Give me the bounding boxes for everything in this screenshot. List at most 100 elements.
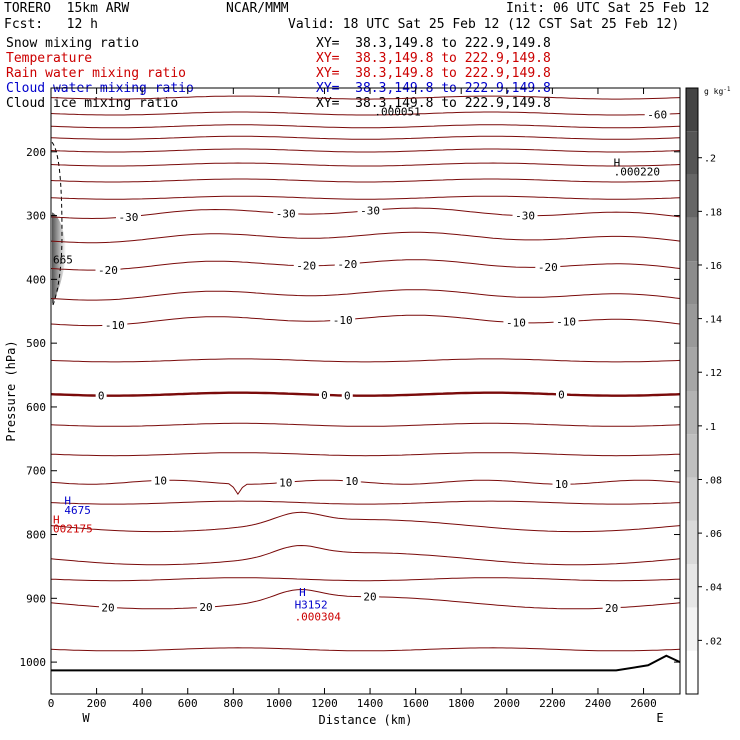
temperature-contour — [50, 500, 681, 505]
contour-label-bg — [342, 475, 361, 488]
contour-label-bg — [102, 318, 128, 331]
extremum-label: H3152 — [295, 599, 328, 612]
x-tick-label: 2200 — [539, 697, 566, 710]
snow-shading — [52, 212, 66, 305]
y-tick-label: 700 — [26, 465, 46, 478]
extremum-label: .000220 — [614, 165, 660, 178]
temperature-contour — [50, 391, 681, 397]
temperature-contour — [50, 135, 681, 140]
contour-label-bg — [602, 601, 621, 614]
legend-cloudice-xy: XY= 38.3,149.8 to 222.9,149.8 — [316, 96, 551, 111]
colorbar-swatch — [686, 477, 698, 521]
contour-label-bg — [115, 210, 141, 223]
x-tick-label: 1000 — [266, 697, 293, 710]
x-tick-label: 2000 — [494, 697, 521, 710]
contour-label: 0 — [98, 390, 105, 403]
x-end-right-label: E — [656, 711, 663, 725]
colorbar-swatch — [686, 174, 698, 218]
temperature-contour — [50, 124, 681, 129]
colorbar-swatch — [686, 217, 698, 262]
contour-label: -20 — [296, 260, 316, 273]
colorbar-tick-label: .02 — [704, 636, 722, 647]
contour-label-bg — [644, 108, 670, 121]
contour-label-bg — [512, 209, 538, 222]
legend-rain-label: Rain water mixing ratio — [6, 66, 187, 81]
contour-label-bg — [95, 263, 121, 276]
org-label: NCAR/MMM — [226, 1, 289, 16]
temperature-contour — [50, 647, 681, 652]
terrain-line — [51, 654, 681, 672]
y-tick-label: 800 — [26, 529, 46, 542]
extremum-label: H — [53, 514, 60, 527]
extremum-label: .000051 — [374, 105, 420, 118]
contour-label-bg — [361, 590, 380, 603]
colorbar-swatch — [686, 88, 698, 132]
colorbar-swatch — [686, 131, 698, 175]
contour-label-bg — [357, 204, 383, 217]
contour-label: -30 — [515, 210, 535, 223]
contour-label: 10 — [555, 478, 568, 491]
contour-label: 10 — [279, 476, 292, 489]
legend-temperature-xy: XY= 38.3,149.8 to 222.9,149.8 — [316, 51, 551, 66]
extremum-label: 665 — [53, 253, 73, 266]
temperature-contour — [50, 259, 681, 271]
colorbar-swatch — [686, 434, 698, 478]
contour-label-bg — [341, 389, 353, 402]
colorbar-tick-label: .2 — [704, 154, 716, 165]
temperature-contour — [50, 577, 681, 582]
colorbar-tick-label: .04 — [704, 583, 722, 594]
contour-label: 10 — [154, 474, 167, 487]
x-end-left-label: W — [82, 711, 90, 725]
temperature-contour — [50, 111, 681, 116]
extremum-label: H — [64, 495, 71, 508]
colorbar-swatch — [686, 520, 698, 565]
temperature-contour — [50, 231, 681, 244]
extremum-label: 4675 — [64, 504, 91, 517]
temperature-contour — [50, 452, 681, 457]
legend-snow-label: Snow mixing ratio — [6, 36, 140, 51]
contour-label: -30 — [360, 204, 380, 217]
contour-label-bg — [293, 259, 319, 272]
colorbar-tick-label: .12 — [704, 368, 722, 379]
legend-snow-xy: XY= 38.3,149.8 to 222.9,149.8 — [316, 36, 551, 51]
colorbar-swatch — [686, 607, 698, 651]
contour-label: -20 — [98, 264, 118, 277]
x-tick-label: 600 — [178, 697, 198, 710]
colorbar-tick-label: .08 — [704, 475, 722, 486]
temperature-contour — [50, 479, 681, 495]
plot-frame — [50, 87, 681, 695]
contour-label: 20 — [605, 602, 618, 615]
colorbar-tick-label: .16 — [704, 261, 722, 272]
contour-label-bg — [555, 388, 567, 401]
contour-label-bg — [553, 315, 579, 328]
colorbar-swatch — [686, 347, 698, 391]
y-axis-label: Pressure (hPa) — [4, 340, 18, 441]
colorbar-swatch — [686, 564, 698, 608]
contour-label-bg — [276, 476, 295, 489]
colorbar-tick-label: .06 — [704, 529, 722, 540]
temperature-contour — [50, 148, 681, 153]
contour-label: 10 — [345, 475, 358, 488]
colorbar-tick-label: .1 — [704, 422, 716, 433]
colorbar-tick-label: .14 — [704, 315, 722, 326]
temperature-contour — [50, 195, 681, 200]
y-tick-label: 400 — [26, 273, 46, 286]
contour-label-bg — [151, 474, 170, 487]
contour-label: -60 — [647, 108, 667, 121]
contour-label-bg — [334, 258, 360, 271]
colorbar-swatch — [686, 304, 698, 348]
temperature-contour — [50, 358, 681, 363]
temperature-contour — [50, 178, 681, 183]
temperature-contour — [50, 162, 681, 167]
contour-label: -10 — [333, 314, 353, 327]
legend-rain-xy: XY= 38.3,149.8 to 222.9,149.8 — [316, 66, 551, 81]
contour-label: 0 — [558, 388, 565, 401]
temperature-contour — [50, 95, 681, 100]
contour-label: -20 — [538, 261, 558, 274]
y-tick-label: 1000 — [20, 656, 47, 669]
contour-label: -10 — [105, 319, 125, 332]
contour-label: -10 — [556, 316, 576, 329]
x-tick-label: 0 — [48, 697, 55, 710]
temperature-contour — [50, 422, 681, 427]
